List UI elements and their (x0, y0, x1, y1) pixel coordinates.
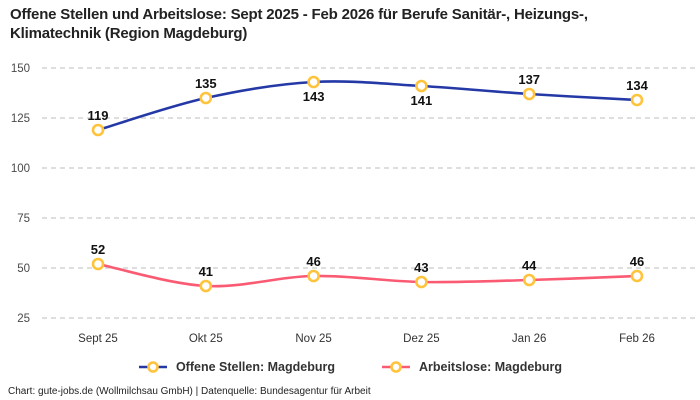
legend-item: Arbeitslose: Magdeburg (381, 360, 562, 374)
chart-title-line-1: Offene Stellen und Arbeitslose: Sept 202… (10, 6, 588, 23)
chart-legend: Offene Stellen: Magdeburg Arbeitslose: Ma… (0, 360, 700, 374)
data-point-marker (91, 257, 105, 271)
series-line (96, 80, 639, 132)
legend-item: Offene Stellen: Magdeburg (138, 360, 335, 374)
data-point-label: 134 (626, 78, 648, 93)
x-axis-label: Okt 25 (189, 333, 223, 345)
data-point-marker (199, 91, 213, 105)
data-point-label: 46 (306, 254, 320, 269)
legend-label: Offene Stellen: Magdeburg (175, 360, 335, 374)
data-point-marker (91, 123, 105, 137)
data-point-marker (199, 279, 213, 293)
data-point-label: 143 (303, 89, 325, 104)
legend-marker-icon (138, 361, 167, 373)
data-point-label: 43 (414, 260, 428, 275)
y-tick-label: 50 (17, 263, 30, 275)
x-axis-label: Dez 25 (403, 333, 439, 345)
series-line (96, 262, 639, 288)
y-tick-label: 125 (11, 113, 30, 125)
data-point-marker (630, 93, 644, 107)
data-point-marker (307, 75, 320, 89)
data-point-marker (522, 273, 536, 287)
data-point-marker (630, 269, 644, 283)
line-chart-plot: 25 50 75 100 125 150 Sept 25 Okt 25 Nov 25 Dez 25… (11, 63, 696, 345)
data-point-label: 141 (411, 93, 433, 108)
chart-title: Offene Stellen und Arbeitslose: Sept 202… (10, 5, 694, 43)
data-point-marker (415, 79, 428, 93)
data-point-marker (522, 87, 536, 101)
legend-marker-icon (381, 361, 410, 373)
data-point-label: 137 (518, 72, 540, 87)
chart-attribution: Chart: gute-jobs.de (Wollmilchsau GmbH) … (8, 386, 371, 397)
data-point-label: 41 (199, 264, 213, 279)
y-tick-label: 75 (17, 213, 30, 225)
x-axis-label: Feb 26 (619, 333, 655, 345)
data-point-label: 135 (195, 76, 217, 91)
x-axis-label: Sept 25 (78, 333, 118, 345)
data-point-label: 46 (630, 254, 644, 269)
y-tick-label: 100 (11, 163, 30, 175)
x-axis-label: Nov 25 (295, 333, 331, 345)
data-point-label: 52 (91, 242, 105, 257)
data-point-marker (415, 275, 428, 289)
data-point-label: 44 (522, 258, 537, 273)
data-point-label: 119 (88, 108, 109, 123)
legend-label: Arbeitslose: Magdeburg (418, 360, 563, 374)
y-tick-label: 25 (17, 313, 30, 325)
chart-title-line-2: Klimatechnik (Region Magdeburg) (10, 25, 248, 42)
x-axis-label: Jan 26 (512, 333, 547, 345)
y-tick-label: 150 (11, 63, 30, 75)
data-point-marker (307, 269, 320, 283)
